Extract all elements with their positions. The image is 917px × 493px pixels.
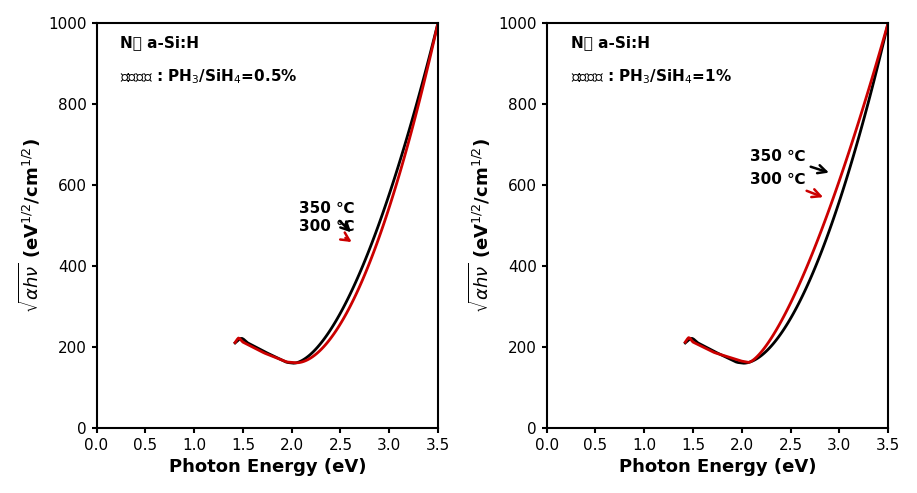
Text: 도핑조건 : PH$_3$/SiH$_4$=1%: 도핑조건 : PH$_3$/SiH$_4$=1%: [570, 67, 732, 86]
Text: N형 a-Si:H: N형 a-Si:H: [570, 35, 649, 50]
Text: 300 ℃: 300 ℃: [750, 172, 821, 197]
Text: N형 a-Si:H: N형 a-Si:H: [120, 35, 199, 50]
Y-axis label: $\sqrt{\alpha h\nu}$ (eV$^{1/2}$/cm$^{1/2}$): $\sqrt{\alpha h\nu}$ (eV$^{1/2}$/cm$^{1/…: [17, 138, 43, 313]
Text: 350 ℃: 350 ℃: [300, 201, 355, 230]
X-axis label: Photon Energy (eV): Photon Energy (eV): [619, 458, 816, 476]
Text: 350 ℃: 350 ℃: [750, 148, 826, 173]
Text: 300 ℃: 300 ℃: [300, 218, 355, 241]
Y-axis label: $\sqrt{\alpha h\nu}$ (eV$^{1/2}$/cm$^{1/2}$): $\sqrt{\alpha h\nu}$ (eV$^{1/2}$/cm$^{1/…: [467, 138, 493, 313]
Text: 도핑조건 : PH$_3$/SiH$_4$=0.5%: 도핑조건 : PH$_3$/SiH$_4$=0.5%: [120, 67, 298, 86]
X-axis label: Photon Energy (eV): Photon Energy (eV): [169, 458, 366, 476]
